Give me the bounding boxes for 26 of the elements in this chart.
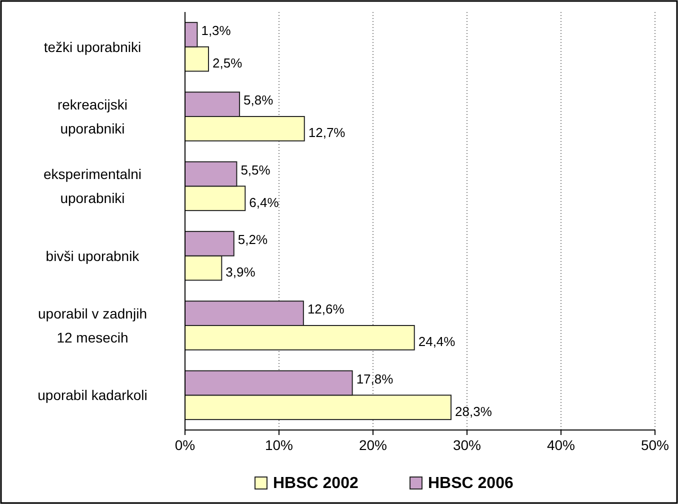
data-label: 24,4% <box>418 334 456 350</box>
data-label: 1,3% <box>201 23 232 38</box>
data-label: 3,9% <box>226 264 256 280</box>
legend-label: HBSC 2002 <box>273 475 358 492</box>
y-tick-label: uporabil kadarkoli <box>38 387 148 404</box>
x-tick-label: 40% <box>546 437 576 453</box>
data-label: 17,8% <box>356 371 394 386</box>
data-label: 12,6% <box>307 302 345 317</box>
data-label: 2,5% <box>212 55 243 70</box>
y-tick-label: uporabil v zadnjih 12 mesecih <box>38 306 147 346</box>
y-tick-label: bivši uporabnik <box>46 248 140 264</box>
data-label: 5,2% <box>238 232 268 248</box>
data-label: 5,5% <box>240 162 271 178</box>
x-tick-label: 30% <box>452 437 482 453</box>
x-tick-label: 10% <box>264 437 294 453</box>
x-tick-label: 20% <box>358 437 388 453</box>
legend-label: HBSC 2006 <box>428 475 514 492</box>
y-tick-label: eksperimentalni uporabniki <box>43 166 142 206</box>
y-tick-label: težki uporabniki <box>44 38 142 55</box>
data-label: 6,4% <box>249 194 280 210</box>
x-tick-label: 50% <box>640 437 670 453</box>
data-label: 12,7% <box>308 125 346 140</box>
data-label: 28,3% <box>455 404 492 419</box>
data-label: 5,8% <box>244 92 274 108</box>
y-tick-label: rekreacijski uporabniki <box>57 96 128 136</box>
x-tick-label: 0% <box>174 437 196 453</box>
